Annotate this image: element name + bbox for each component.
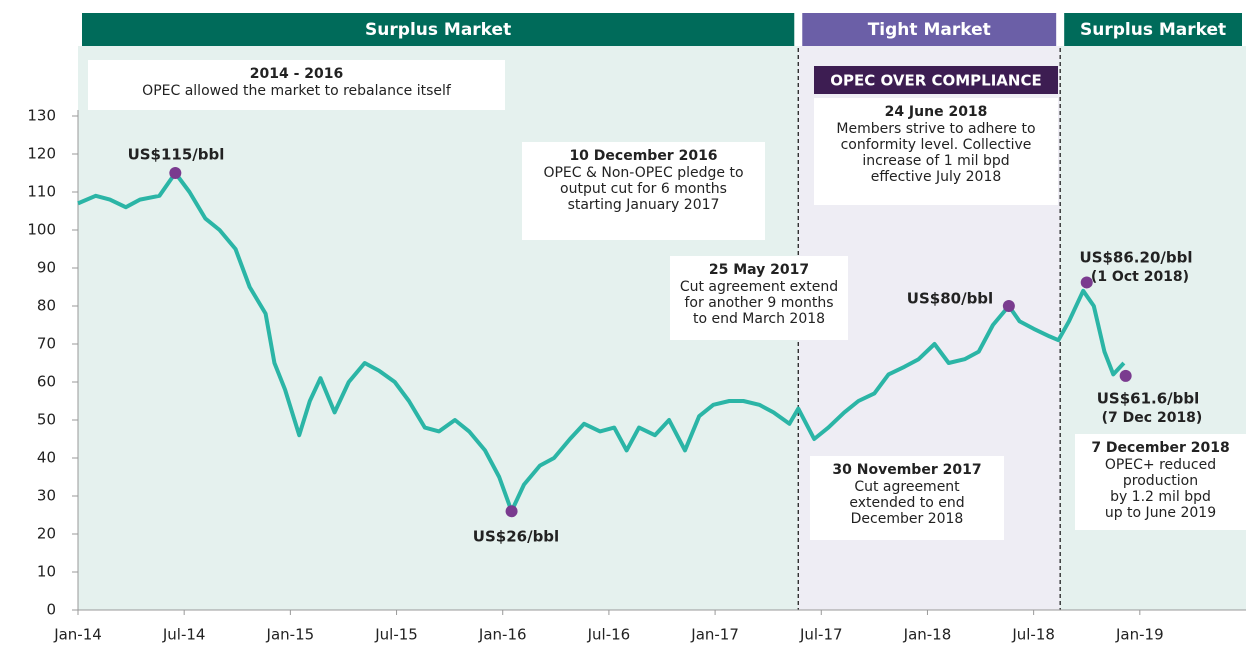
annotation-text: OPEC+ reduced [1105, 457, 1216, 473]
x-tick-label: Jul-18 [1011, 626, 1055, 644]
y-tick-label: 110 [27, 183, 56, 201]
region-header [82, 13, 795, 46]
annotation-box [810, 456, 1004, 540]
price-label: US$115/bbl [128, 146, 225, 164]
annotation-text: OPEC & Non-OPEC pledge to [543, 165, 743, 181]
banner: OPEC OVER COMPLIANCE [830, 72, 1041, 90]
annotation-text: December 2018 [851, 511, 964, 527]
annotation-text: production [1123, 473, 1198, 489]
y-tick-label: 30 [37, 487, 56, 505]
annotation-title: 7 December 2018 [1091, 440, 1229, 456]
price-label: US$80/bbl [907, 290, 993, 308]
annotation-text: OPEC allowed the market to rebalance its… [142, 83, 452, 99]
y-tick-label: 0 [46, 601, 56, 619]
x-tick-label: Jul-16 [587, 626, 631, 644]
banner-box [814, 66, 1058, 94]
price-marker [169, 167, 182, 179]
y-tick-label: 40 [37, 449, 56, 467]
x-tick-label: Jan-15 [266, 626, 315, 644]
y-tick-label: 70 [37, 335, 56, 353]
y-tick-label: 130 [27, 107, 56, 125]
price-label: US$86.20/bbl [1080, 249, 1193, 267]
y-tick-label: 80 [37, 297, 56, 315]
price-label: US$26/bbl [473, 528, 559, 546]
y-tick-label: 50 [37, 411, 56, 429]
annotation-title: 10 December 2016 [569, 148, 717, 164]
y-tick-label: 120 [27, 145, 56, 163]
region-label: Tight Market [868, 20, 991, 40]
price-line [77, 171, 1126, 514]
price-marker [505, 505, 518, 518]
annotation-text: increase of 1 mil bpd [862, 153, 1009, 169]
annotation-text: output cut for 6 months [560, 181, 727, 197]
annotation-text: conformity level. Collective [841, 137, 1032, 153]
y-tick-label: 20 [37, 525, 56, 543]
annotation-text: Members strive to adhere to [836, 121, 1035, 137]
x-tick-label: Jan-16 [478, 626, 527, 644]
annotation-text: by 1.2 mil bpd [1110, 489, 1211, 505]
region-label: Surplus Market [1080, 20, 1226, 40]
annotation-text: effective July 2018 [871, 169, 1002, 185]
price-marker [1080, 276, 1093, 289]
annotation-text: to end March 2018 [693, 311, 825, 327]
x-tick-label: Jul-14 [162, 626, 206, 644]
price-marker [1002, 300, 1015, 312]
annotation-title: 2014 - 2016 [250, 66, 344, 82]
annotation-box [522, 142, 765, 240]
x-tick-label: Jan-14 [53, 626, 102, 644]
y-tick-label: 60 [37, 373, 56, 391]
annotation-text: Cut agreement [854, 479, 960, 495]
annotation-text: for another 9 months [685, 295, 834, 311]
x-tick-label: Jan-19 [1115, 626, 1164, 644]
annotation-text: starting January 2017 [568, 197, 720, 213]
region-header [802, 13, 1057, 46]
annotation-box [1075, 434, 1246, 530]
x-tick-label: Jul-17 [799, 626, 843, 644]
region-label: Surplus Market [365, 20, 511, 40]
price-marker [1119, 369, 1132, 382]
annotation-title: 30 November 2017 [832, 462, 981, 478]
y-tick-label: 100 [27, 221, 56, 239]
y-tick-label: 90 [37, 259, 56, 277]
annotation-text: up to June 2019 [1105, 505, 1216, 521]
price-label: US$61.6/bbl [1097, 390, 1200, 408]
price-date: (1 Oct 2018) [1091, 269, 1189, 285]
price-date: (7 Dec 2018) [1102, 410, 1203, 426]
annotation-title: 24 June 2018 [885, 104, 988, 120]
region-header [1064, 13, 1242, 46]
annotation-text: Cut agreement extend [680, 279, 838, 295]
annotation-box [88, 60, 505, 110]
y-tick-label: 10 [37, 563, 56, 581]
x-tick-label: Jul-15 [374, 626, 418, 644]
annotation-box [670, 256, 848, 340]
x-tick-label: Jan-17 [690, 626, 739, 644]
annotation-text: extended to end [849, 495, 964, 511]
annotation-box [814, 98, 1058, 205]
x-tick-label: Jan-18 [903, 626, 952, 644]
annotation-title: 25 May 2017 [709, 262, 809, 278]
